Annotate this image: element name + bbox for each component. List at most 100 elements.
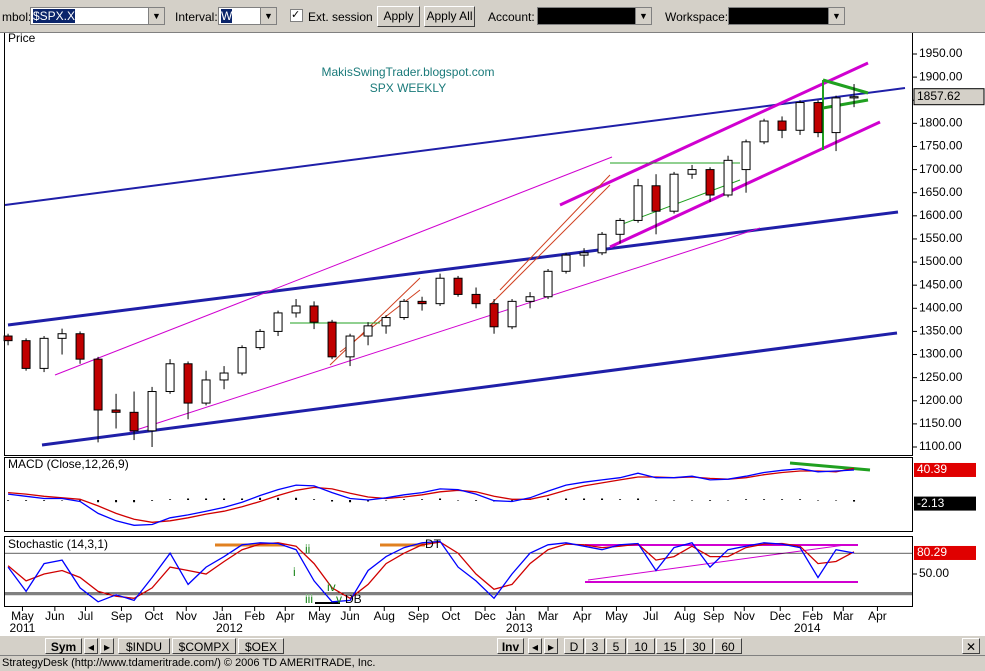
candle-body [453,277,463,295]
triangle-line [822,98,869,110]
interval-tab[interactable]: D [564,638,584,654]
k-value-box [914,545,976,560]
year-label: 2014 [794,621,821,635]
candle-body [399,300,409,319]
close-button[interactable]: ✕ [962,638,980,654]
scroll-left[interactable]: ◂ [84,638,98,654]
candle-body [3,335,13,342]
last-price-box [913,88,985,106]
trendline [609,120,881,249]
trendline [4,87,906,206]
histogram-bar [115,500,118,503]
interval-tab[interactable]: 5 [606,638,626,654]
x-tick-label: Apr [573,609,592,623]
histogram-bar [223,498,226,501]
apply-button[interactable]: Apply [377,6,420,27]
sym-button[interactable]: Sym [45,638,82,654]
interval-tab[interactable]: 30 [685,638,713,654]
ext-session-checkbox[interactable]: ✓ [290,9,303,22]
scroll-right[interactable]: ▸ [100,638,114,654]
x-tick-label: Apr [276,609,295,623]
price-title: Price [8,31,36,45]
k-value: 80.29 [917,545,947,559]
dropdown-arrow[interactable]: ▼ [828,8,844,24]
x-tick-label: May [605,609,628,623]
histogram-bar [583,498,586,501]
trendline [41,331,898,447]
trendlines [4,61,912,604]
y-tick-label: 1450.00 [919,277,963,291]
histogram-bar [745,499,748,501]
histogram-bar [403,499,406,501]
tab-bar: Sym ◂ ▸ $INDU $COMPX $OEX Inv ◂ ▸ D 3 5 … [0,636,985,655]
histogram-bar [349,500,352,503]
histogram-bar [169,499,172,501]
symbol-input[interactable]: $SPX.X ▼ [30,7,165,25]
x-tick-label: Sep [703,609,725,623]
trendline [129,227,761,433]
histogram-bar [313,499,316,501]
annotation: SPX WEEKLY [370,81,446,95]
interval-tab[interactable]: 15 [656,638,684,654]
candle-body [363,325,373,337]
workspace-select[interactable]: ▼ [728,7,845,25]
y-tick-label: 1600.00 [919,208,963,222]
scroll-left[interactable]: ◂ [528,638,542,654]
macd-value-box [914,462,976,477]
candle-body [795,102,805,131]
candle-body [183,363,193,404]
histogram-bar [133,500,136,503]
trendline [329,277,421,366]
histogram-bar [691,500,694,501]
annotation: v [336,592,342,606]
dropdown-arrow[interactable]: ▼ [148,8,164,24]
histogram-bar [475,500,478,501]
account-select[interactable]: ▼ [537,7,652,25]
candle-body [633,185,643,221]
x-tick-label: Feb [802,609,823,623]
interval-tab[interactable]: 3 [585,638,605,654]
candle-body [273,312,283,332]
x-tick-label: Jun [340,609,359,623]
histogram-bar [295,497,298,501]
interval-tab[interactable]: 10 [627,638,655,654]
x-tick-label: Jul [643,609,658,623]
symbol-tab[interactable]: $INDU [118,638,170,654]
histogram-bar [457,500,460,501]
annotation: DT [425,537,442,551]
histogram-bar [727,500,730,501]
candle-body [93,358,103,411]
symbol-value: $SPX.X [33,9,76,23]
candle-body [57,333,67,339]
dropdown-arrow[interactable]: ▼ [635,8,651,24]
apply-all-button[interactable]: Apply All [424,6,475,27]
candle-body [777,120,787,131]
scroll-right[interactable]: ▸ [544,638,558,654]
candle-body [507,300,517,328]
x-tick-label: Aug [674,609,695,623]
year-label: 2012 [216,621,243,635]
symbol-tab[interactable]: $OEX [238,638,284,654]
annotation: iii [305,592,313,606]
trendline [499,174,611,291]
annotation: i [293,565,296,579]
x-tick-label: Mar [833,609,854,623]
y-tick-label: 1650.00 [919,185,963,199]
candle-body [219,372,229,381]
candle-body [543,270,553,298]
y-tick-label: 1250.00 [919,370,963,384]
interval-input[interactable]: W ▼ [218,7,277,25]
histogram-bar [367,500,370,502]
interval-tab[interactable]: 60 [714,638,742,654]
candle-body [831,97,841,134]
x-tick-label: May [308,609,331,623]
y-tick-label: 1900.00 [919,69,963,83]
symbol-tab[interactable]: $COMPX [172,638,236,654]
stochastic-frame [4,536,913,607]
inv-button[interactable]: Inv [497,638,524,654]
dropdown-arrow[interactable]: ▼ [260,8,276,24]
histogram-bar [673,500,676,501]
x-tick-label: Apr [868,609,887,623]
x-tick-label: Jan [213,609,232,623]
